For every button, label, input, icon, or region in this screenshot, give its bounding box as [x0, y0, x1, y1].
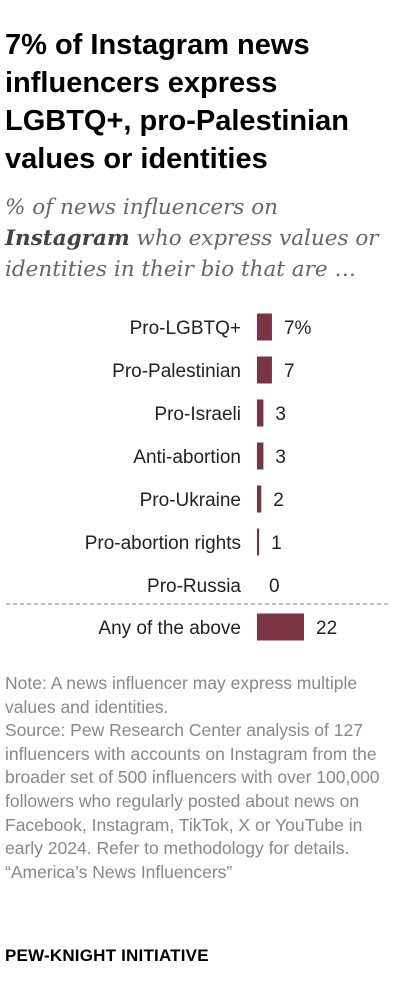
value-label: 1	[271, 533, 282, 554]
branding-label: PEW-KNIGHT INITIATIVE	[5, 946, 209, 965]
subtitle-prefix: % of news influencers on	[5, 195, 279, 220]
bar	[257, 485, 262, 513]
bar	[257, 613, 304, 641]
note-text: Note: A news influencer may express mult…	[5, 673, 358, 717]
bar	[257, 442, 264, 470]
report-title: “America’s News Influencers”	[5, 861, 233, 882]
bar-chart: Pro-LGBTQ+ 7% Pro-Palestinian 7 Pro-Israeli 3…	[6, 313, 388, 641]
source-text: Source: Pew Research Center analysis of …	[5, 720, 380, 859]
category-label: Pro-Ukraine	[140, 490, 241, 511]
bar	[257, 399, 264, 427]
value-label: 2	[273, 490, 284, 511]
value-label: 3	[275, 404, 286, 425]
category-label: Pro-LGBTQ+	[130, 318, 241, 339]
category-label: Pro-Israeli	[154, 404, 241, 425]
chart-subtitle: % of news influencers on Instagram who e…	[5, 192, 395, 285]
category-label: Anti-abortion	[133, 447, 241, 468]
chart-notes: Note: A news influencer may express mult…	[5, 672, 395, 884]
value-label: 7%	[284, 318, 312, 339]
value-label: 0	[269, 576, 280, 597]
chart-title: 7% of Instagram news influencers express…	[5, 29, 350, 175]
category-label: Pro-Russia	[147, 576, 241, 597]
category-label: Pro-Palestinian	[112, 361, 241, 382]
value-label: 3	[275, 447, 286, 468]
bar	[257, 528, 260, 556]
category-label: Pro-abortion rights	[85, 533, 241, 554]
bar	[257, 313, 272, 341]
value-label: 7	[284, 361, 295, 382]
category-label: Any of the above	[98, 618, 241, 639]
subtitle-emphasis: Instagram	[5, 226, 130, 251]
bar	[257, 356, 272, 384]
value-label: 22	[316, 618, 337, 639]
subtitle-suffix: who express values or identities in thei…	[5, 226, 379, 282]
